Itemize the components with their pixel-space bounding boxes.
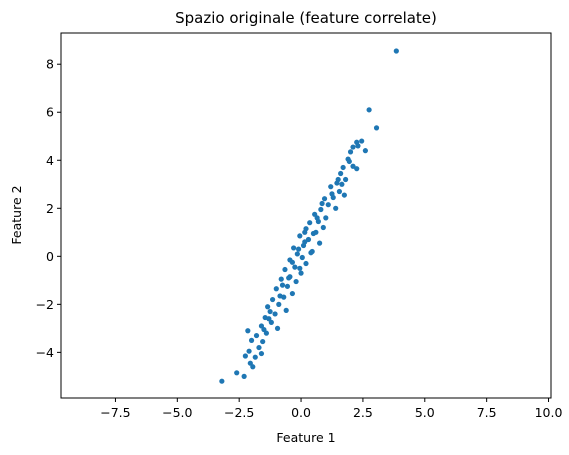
data-point-82 <box>297 265 303 271</box>
data-point-19 <box>321 196 328 202</box>
data-point-21 <box>333 205 339 211</box>
data-point-27 <box>320 224 326 231</box>
y-tick-label: 4 <box>46 153 54 168</box>
data-point-53 <box>283 307 289 313</box>
data-point-16 <box>336 188 343 195</box>
data-point-84 <box>335 176 341 183</box>
data-point-85 <box>346 158 352 165</box>
data-point-37 <box>299 254 305 261</box>
x-tick-label: 0.0 <box>291 405 311 420</box>
data-point-36 <box>294 251 300 257</box>
y-tick-label: −4 <box>36 345 54 360</box>
data-point-10 <box>340 164 346 171</box>
data-point-92 <box>277 293 283 299</box>
y-tick-label: 8 <box>46 57 54 72</box>
data-point-65 <box>252 354 258 360</box>
data-point-48 <box>289 290 295 297</box>
x-tick-label: −5.0 <box>162 405 192 420</box>
data-point-62 <box>248 337 255 343</box>
data-points <box>219 48 399 384</box>
data-point-93 <box>266 316 272 322</box>
y-tick-label: −2 <box>36 297 54 312</box>
data-point-73 <box>245 328 251 334</box>
data-point-13 <box>343 176 349 183</box>
data-point-69 <box>250 364 256 370</box>
data-point-90 <box>339 181 345 187</box>
x-axis-ticks: −7.5 −5.0 −2.5 0.0 2.5 5.0 7.5 10.0 <box>100 398 562 420</box>
data-point-91 <box>302 229 308 235</box>
data-point-72 <box>241 373 247 379</box>
data-point-39 <box>303 260 309 267</box>
data-point-64 <box>246 348 252 354</box>
data-point-80 <box>314 215 320 221</box>
data-point-31 <box>305 236 312 243</box>
data-point-89 <box>355 143 361 149</box>
data-point-83 <box>267 308 273 315</box>
data-point-61 <box>260 338 266 345</box>
data-point-78 <box>279 282 286 288</box>
data-point-74 <box>295 246 302 252</box>
data-point-54 <box>272 311 278 317</box>
x-tick-label: 2.5 <box>353 405 373 420</box>
data-point-70 <box>219 378 225 384</box>
data-point-47 <box>273 286 279 292</box>
data-point-88 <box>261 326 267 333</box>
data-point-12 <box>338 170 344 177</box>
data-point-75 <box>302 239 308 245</box>
data-point-0 <box>393 48 399 54</box>
data-point-44 <box>278 276 284 282</box>
data-point-3 <box>359 138 365 144</box>
data-point-7 <box>347 149 354 155</box>
data-point-51 <box>276 301 282 307</box>
data-point-67 <box>258 350 265 357</box>
data-point-79 <box>329 191 335 197</box>
x-tick-label: −2.5 <box>224 405 254 420</box>
data-point-32 <box>317 240 323 246</box>
y-axis-ticks: −4 −2 0 2 4 6 8 <box>36 57 61 360</box>
data-point-22 <box>318 206 324 213</box>
chart-title: Spazio originale (feature correlate) <box>175 9 437 27</box>
data-point-5 <box>362 148 368 154</box>
data-point-87 <box>286 275 292 281</box>
x-tick-label: 10.0 <box>535 405 563 420</box>
data-point-34 <box>291 245 297 251</box>
plot-frame <box>60 32 552 399</box>
x-axis-label: Feature 1 <box>276 430 335 445</box>
data-point-76 <box>313 229 319 235</box>
data-point-81 <box>308 250 314 256</box>
data-point-17 <box>341 192 347 198</box>
data-point-58 <box>274 325 281 331</box>
data-point-50 <box>269 296 276 303</box>
data-point-30 <box>297 233 303 239</box>
data-point-40 <box>292 264 298 270</box>
data-point-71 <box>234 370 240 376</box>
y-tick-label: 2 <box>46 201 54 216</box>
data-point-24 <box>323 215 329 221</box>
y-tick-label: 0 <box>46 249 54 264</box>
data-point-6 <box>350 144 356 150</box>
data-point-45 <box>293 278 299 285</box>
data-point-86 <box>319 200 325 207</box>
data-point-77 <box>289 259 295 265</box>
y-tick-label: 6 <box>46 105 54 120</box>
data-point-20 <box>325 202 331 208</box>
y-axis-label: Feature 2 <box>9 185 24 244</box>
data-point-15 <box>328 184 334 190</box>
data-point-46 <box>284 283 291 289</box>
data-point-2 <box>373 125 380 131</box>
data-point-66 <box>242 353 248 359</box>
data-point-41 <box>282 266 288 273</box>
data-point-9 <box>350 163 356 169</box>
x-tick-label: 7.5 <box>477 405 497 420</box>
x-tick-label: −7.5 <box>100 405 130 420</box>
data-point-26 <box>307 220 313 226</box>
x-tick-label: 5.0 <box>415 405 435 420</box>
data-point-63 <box>256 344 262 351</box>
data-point-52 <box>265 304 271 310</box>
data-point-1 <box>366 107 372 113</box>
data-point-60 <box>253 332 260 339</box>
data-point-11 <box>354 166 360 172</box>
data-point-42 <box>298 270 304 276</box>
